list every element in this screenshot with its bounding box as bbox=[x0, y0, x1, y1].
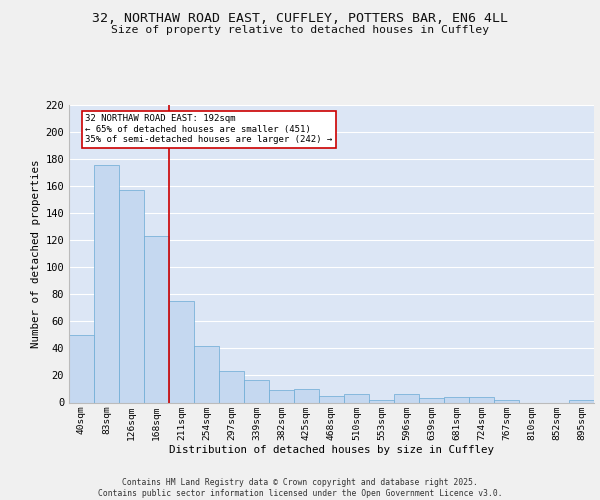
Bar bbox=[444, 397, 469, 402]
Bar bbox=[244, 380, 269, 402]
Bar bbox=[469, 397, 494, 402]
Bar bbox=[569, 400, 594, 402]
Bar bbox=[394, 394, 419, 402]
Bar bbox=[169, 301, 194, 402]
Bar bbox=[219, 372, 244, 402]
X-axis label: Distribution of detached houses by size in Cuffley: Distribution of detached houses by size … bbox=[169, 446, 494, 456]
Bar bbox=[144, 236, 169, 402]
Bar bbox=[419, 398, 444, 402]
Text: Size of property relative to detached houses in Cuffley: Size of property relative to detached ho… bbox=[111, 25, 489, 35]
Text: 32, NORTHAW ROAD EAST, CUFFLEY, POTTERS BAR, EN6 4LL: 32, NORTHAW ROAD EAST, CUFFLEY, POTTERS … bbox=[92, 12, 508, 26]
Bar bbox=[294, 389, 319, 402]
Bar bbox=[119, 190, 144, 402]
Y-axis label: Number of detached properties: Number of detached properties bbox=[31, 160, 41, 348]
Text: Contains HM Land Registry data © Crown copyright and database right 2025.
Contai: Contains HM Land Registry data © Crown c… bbox=[98, 478, 502, 498]
Bar bbox=[194, 346, 219, 403]
Bar bbox=[69, 335, 94, 402]
Bar bbox=[269, 390, 294, 402]
Bar bbox=[369, 400, 394, 402]
Bar bbox=[494, 400, 519, 402]
Bar bbox=[94, 164, 119, 402]
Bar bbox=[319, 396, 344, 402]
Text: 32 NORTHAW ROAD EAST: 192sqm
← 65% of detached houses are smaller (451)
35% of s: 32 NORTHAW ROAD EAST: 192sqm ← 65% of de… bbox=[85, 114, 332, 144]
Bar bbox=[344, 394, 369, 402]
